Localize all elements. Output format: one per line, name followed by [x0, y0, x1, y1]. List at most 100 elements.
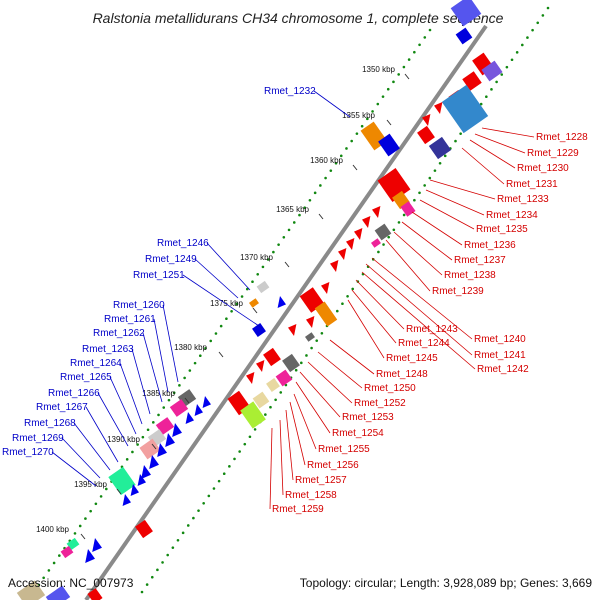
forward-gene-arrow [141, 465, 151, 479]
forward-gene-label: Rmet_1260 [113, 300, 165, 311]
outer-guide-dot [536, 21, 540, 25]
reverse-gene-label: Rmet_1255 [318, 444, 370, 455]
reverse-leader-line [351, 289, 397, 344]
outer-guide-dot [346, 295, 349, 298]
tick-label: 1355 kbp [342, 111, 375, 120]
feature-blocks [16, 0, 503, 600]
inner-guide-dot [94, 502, 98, 506]
forward-gene-arrow [149, 455, 159, 469]
forward-gene-label: Rmet_1262 [93, 328, 145, 339]
inner-guide-dot [324, 176, 327, 180]
outer-guide-dot [207, 494, 211, 498]
reverse-gene-block [282, 353, 300, 373]
forward-gene-block [252, 323, 266, 337]
inner-guide-dot [105, 487, 108, 491]
forward-leader-line [194, 258, 239, 299]
inner-guide-dot [371, 110, 374, 113]
reverse-gene-label: Rmet_1243 [406, 324, 458, 335]
inner-guide-dot [308, 198, 312, 202]
forward-gene-arrow [202, 396, 211, 408]
reverse-gene-label: Rmet_1230 [517, 163, 569, 174]
inner-guide-dot [99, 495, 103, 498]
reverse-gene-block [240, 401, 266, 429]
outer-guide-dot [320, 331, 324, 335]
inner-guide-dot [345, 147, 348, 150]
outer-guide-dot [443, 154, 447, 158]
inner-guide-dot [360, 124, 364, 128]
reverse-gene-block [441, 84, 489, 134]
forward-gene-arrow [277, 296, 286, 308]
tick-mark [386, 119, 392, 126]
outer-guide-dot [161, 561, 164, 564]
forward-gene-arrow [137, 474, 146, 486]
outer-guide-dot [192, 516, 195, 520]
reverse-gene-label: Rmet_1236 [464, 240, 516, 251]
inner-guide-dot [423, 36, 427, 39]
reverse-leader-line [361, 271, 476, 370]
reverse-gene-arrow [422, 114, 431, 126]
outer-guide-dot [253, 428, 257, 431]
inner-guide-dot [272, 250, 275, 254]
outer-guide-dot [310, 346, 313, 350]
reverse-gene-label: Rmet_1245 [386, 353, 438, 364]
reverse-gene-label: Rmet_1228 [536, 132, 588, 143]
inner-guide-dot [183, 376, 186, 380]
outer-guide-dot [541, 14, 545, 17]
reverse-gene-label: Rmet_1238 [444, 270, 496, 281]
outer-guide-dot [500, 73, 504, 76]
forward-gene-label: Rmet_1266 [48, 388, 100, 399]
reverse-gene-label: Rmet_1241 [474, 350, 526, 361]
reverse-leader-line [365, 263, 473, 356]
inner-guide-dot [245, 287, 249, 291]
reverse-leader-line [285, 409, 294, 481]
outer-guide-dot [217, 479, 221, 483]
forward-gene-label: Rmet_1268 [24, 418, 76, 429]
reverse-gene-block [266, 378, 280, 392]
reverse-gene-label: Rmet_1250 [364, 383, 416, 394]
forward-gene-block [450, 0, 482, 27]
outer-guide-dot [515, 51, 519, 54]
forward-leader-line [119, 362, 143, 425]
outer-guide-dot [248, 435, 252, 439]
reverse-gene-arrow [354, 228, 363, 240]
tick-mark [352, 164, 358, 171]
reverse-gene-block [305, 332, 315, 342]
outer-guide-dot [459, 132, 462, 135]
outer-guide-dot [140, 590, 144, 594]
tick-label: 1380 kbp [174, 343, 207, 352]
outer-guide-dot [418, 191, 421, 195]
leader-lines [51, 90, 535, 510]
forward-gene-block [16, 580, 46, 600]
outer-guide-dot [171, 546, 175, 549]
tick-label: 1350 kbp [362, 65, 395, 74]
forward-gene-block [45, 585, 71, 600]
inner-guide-dot [42, 576, 45, 580]
reverse-leader-line [347, 299, 385, 359]
reverse-gene-block [417, 125, 435, 145]
forward-gene-arrow [172, 423, 182, 437]
reverse-leader-line [307, 361, 353, 404]
inner-guide-dot [292, 221, 296, 224]
inner-guide-dot [402, 65, 406, 69]
tick-label: 1375 kbp [210, 299, 243, 308]
tick-mark [116, 488, 122, 495]
reverse-gene-block [371, 238, 381, 248]
reverse-gene-arrow [362, 216, 371, 228]
outer-guide-dot [212, 487, 216, 490]
outer-guide-dot [186, 524, 190, 527]
inner-guide-dot [418, 43, 421, 47]
outer-guide-dot [233, 457, 236, 461]
outer-guide-dot [485, 95, 488, 99]
forward-leader-line [51, 451, 97, 487]
reverse-gene-block [400, 201, 416, 217]
outer-guide-dot [397, 221, 401, 224]
reverse-gene-label: Rmet_1259 [272, 504, 324, 515]
reverse-gene-label: Rmet_1244 [398, 338, 450, 349]
reverse-leader-line [474, 133, 526, 154]
outer-guide-dot [341, 302, 344, 305]
reverse-leader-line [401, 221, 453, 261]
outer-guide-dot [274, 398, 277, 402]
inner-guide-dot [47, 569, 51, 572]
reverse-leader-line [317, 351, 363, 389]
